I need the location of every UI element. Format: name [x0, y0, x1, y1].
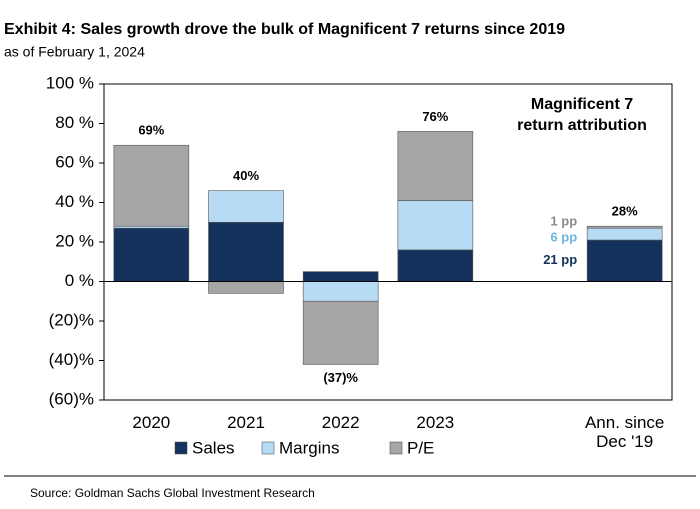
- bar-segment: [586, 227, 663, 241]
- legend-swatch: [261, 441, 275, 455]
- y-tick-label: 20 %: [55, 231, 94, 250]
- bar-segment: [586, 225, 663, 229]
- x-tick-label: 2023: [416, 413, 454, 432]
- chart-subtitle: as of February 1, 2024: [4, 44, 145, 60]
- segment-label: 6 pp: [550, 230, 577, 245]
- bar-segment: [397, 249, 474, 282]
- bar-segment: [302, 281, 379, 302]
- legend-swatch: [389, 441, 403, 455]
- plot-frame: [103, 83, 673, 401]
- segment-label: 1 pp: [550, 214, 577, 229]
- chart-title: Exhibit 4: Sales growth drove the bulk o…: [4, 21, 565, 38]
- annotation: Magnificent 7 return attribution: [517, 96, 647, 134]
- y-tick-label: (20)%: [49, 310, 94, 329]
- total-label: 28%: [612, 204, 638, 219]
- bar-segment: [113, 144, 190, 227]
- y-tick-label: 100 %: [46, 73, 94, 92]
- y-tick-label: 60 %: [55, 152, 94, 171]
- y-tick-label: (60)%: [49, 389, 94, 408]
- total-label: 76%: [422, 109, 448, 124]
- y-tick-label: 80 %: [55, 113, 94, 132]
- bar-segment: [208, 221, 284, 282]
- total-label: (37)%: [323, 370, 358, 385]
- legend-swatch: [174, 441, 188, 455]
- bar-segment: [397, 200, 474, 251]
- bar-segment: [397, 131, 474, 201]
- total-label: 40%: [233, 168, 259, 183]
- bar-segment: [302, 300, 379, 365]
- x-tick-label: 2020: [132, 413, 170, 432]
- bar-segment: [208, 281, 284, 294]
- bar-segment: [113, 227, 190, 282]
- y-tick-label: 0 %: [65, 271, 94, 290]
- bar-segment: [586, 239, 663, 282]
- segment-label: 21 pp: [543, 252, 577, 267]
- legend-label: P/E: [407, 438, 434, 457]
- y-tick-label: (40)%: [49, 350, 94, 369]
- y-tick-label: 40 %: [55, 192, 94, 211]
- bar-segment: [302, 271, 379, 282]
- legend-label: Margins: [279, 438, 339, 457]
- x-tick-label: 2022: [322, 413, 360, 432]
- legend-label: Sales: [192, 438, 235, 457]
- bar-segment: [208, 190, 284, 223]
- total-label: 69%: [138, 123, 164, 138]
- x-tick-label: Ann. since Dec '19: [585, 413, 664, 451]
- source: Source: Goldman Sachs Global Investment …: [30, 486, 315, 500]
- x-tick-label: 2021: [227, 413, 265, 432]
